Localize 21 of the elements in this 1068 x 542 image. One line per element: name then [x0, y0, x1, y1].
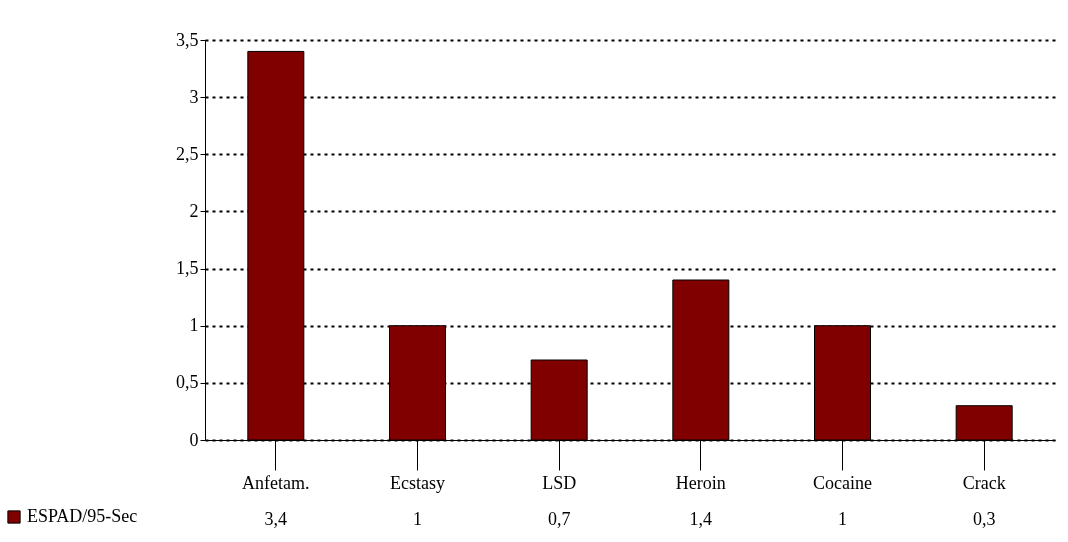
y-tick-label: 1 [189, 315, 199, 336]
data-label: 0,3 [972, 509, 996, 529]
x-tick-label: Ecstasy [390, 472, 445, 493]
y-tick-label: 3,5 [176, 29, 199, 50]
x-tick-label: Heroin [675, 472, 726, 493]
x-tick-label: LSD [542, 472, 577, 493]
y-tick-label: 2,5 [176, 143, 199, 164]
data-label: 1 [838, 509, 847, 529]
data-label: 1,4 [689, 509, 713, 529]
data-label: 0,7 [547, 509, 571, 529]
y-tick-label: 3 [189, 86, 199, 107]
y-tick-label: 0,5 [176, 372, 199, 393]
y-tick-label: 1,5 [176, 258, 199, 279]
y-tick-label: 0 [189, 429, 199, 450]
data-label: 3,4 [264, 509, 288, 529]
x-tick-label: Anfetam. [242, 472, 310, 493]
legend-label: ESPAD/95-Sec [27, 506, 138, 526]
x-tick-label: Crack [962, 472, 1006, 493]
x-tick-label: Cocaine [813, 472, 872, 493]
data-label: 1 [413, 509, 422, 529]
y-tick-label: 2 [189, 200, 199, 221]
